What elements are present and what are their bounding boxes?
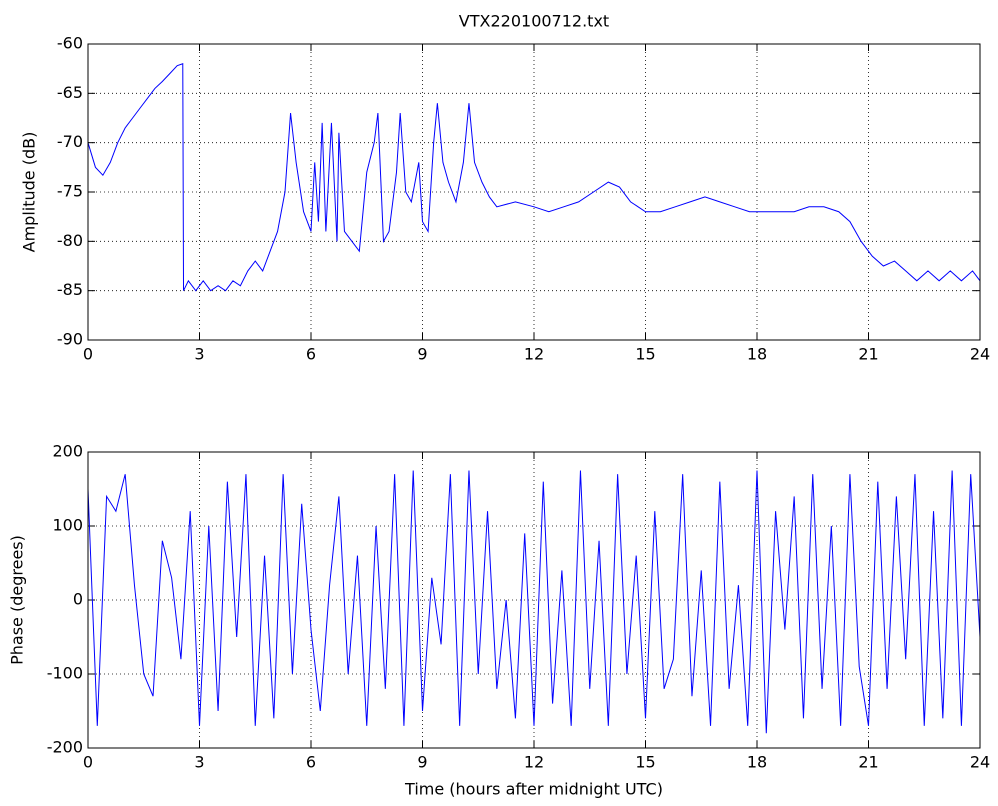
x-tick-label: 0 [83,345,93,364]
y-tick-label: -65 [57,83,83,102]
x-tick-label: 21 [858,345,878,364]
x-tick-label: 15 [635,345,655,364]
y-tick-label: -85 [57,280,83,299]
data-line [87,63,981,292]
x-tick-label: 21 [858,753,878,772]
x-tick-label: 6 [306,345,316,364]
y-tick-label: -100 [47,664,83,683]
x-tick-label: 3 [194,345,204,364]
y-tick-label: -60 [57,34,83,53]
data-line [87,470,981,734]
y-tick-label: 100 [52,516,83,535]
x-tick-label: 24 [970,753,990,772]
x-tick-label: 18 [747,345,767,364]
y-tick-label: -200 [47,738,83,757]
y-tick-label: -80 [57,231,83,250]
axes-frame [87,451,981,749]
x-tick-label: 12 [524,753,544,772]
x-tick-label: 24 [970,345,990,364]
x-tick-label: 0 [83,753,93,772]
y-tick-label: -90 [57,330,83,349]
y-tick-label: -75 [57,182,83,201]
y-axis-label: Phase (degrees) [8,535,27,665]
x-tick-label: 9 [417,753,427,772]
x-tick-label: 3 [194,753,204,772]
x-tick-label: 9 [417,345,427,364]
x-tick-label: 12 [524,345,544,364]
x-tick-label: 18 [747,753,767,772]
y-tick-label: 0 [73,590,83,609]
x-tick-label: 15 [635,753,655,772]
y-axis-label: Amplitude (dB) [20,132,39,253]
y-tick-label: 200 [52,442,83,461]
chart-title: VTX220100712.txt [459,12,609,31]
x-tick-label: 6 [306,753,316,772]
axes-frame [87,43,981,341]
y-tick-label: -70 [57,132,83,151]
x-axis-label: Time (hours after midnight UTC) [404,780,663,799]
